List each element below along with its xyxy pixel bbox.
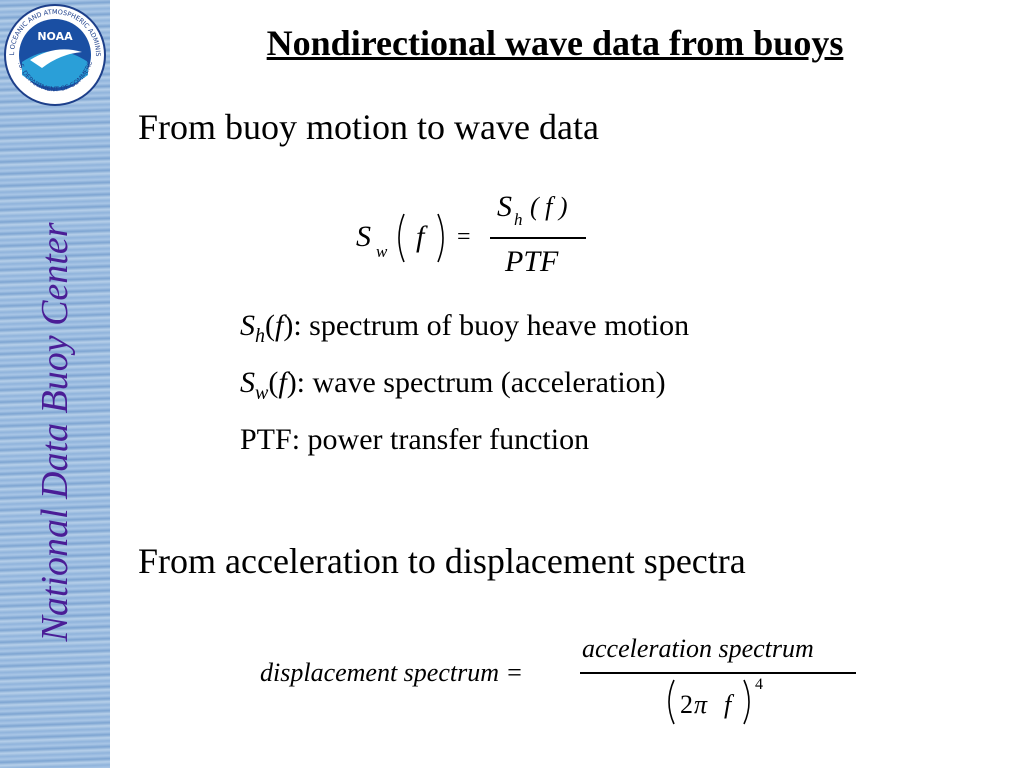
definition: Sw(f): wave spectrum (acceleration)	[240, 366, 666, 405]
def-arg: f	[278, 366, 287, 399]
def-sub: w	[255, 382, 269, 404]
def-symbol: S	[240, 309, 255, 342]
formula-sub: w	[376, 242, 388, 261]
sidebar: NATIONAL OCEANIC AND ATMOSPHERIC ADMINIS…	[0, 0, 110, 768]
section-heading: From acceleration to displacement spectr…	[138, 541, 746, 581]
formula-exponent: 4	[755, 676, 763, 693]
formula-numerator: acceleration spectrum	[582, 634, 814, 663]
formula-lhs: displacement spectrum =	[260, 658, 524, 687]
def-sub: h	[255, 325, 265, 347]
definition: PTF: power transfer function	[240, 423, 590, 456]
noaa-logo: NATIONAL OCEANIC AND ATMOSPHERIC ADMINIS…	[0, 0, 106, 106]
formula-sub: h	[514, 210, 523, 229]
definition: Sh(f): spectrum of buoy heave motion	[240, 309, 689, 348]
def-text: ): wave spectrum (acceleration)	[286, 366, 666, 399]
formula-pi: π	[694, 690, 708, 719]
formula-denominator: PTF	[505, 245, 559, 278]
def-symbol: S	[240, 366, 255, 399]
formula-equals: =	[457, 224, 471, 250]
fraction-bar	[490, 237, 586, 239]
vertical-title: National Data Buoy Center	[34, 222, 76, 642]
def-arg: f	[275, 309, 284, 342]
formula-symbol: S	[497, 190, 512, 223]
formula-arg: ( f )	[530, 192, 568, 221]
formula-parens	[668, 679, 750, 725]
formula-var: f	[724, 690, 732, 719]
logo-text: NOAA	[37, 30, 73, 43]
slide-title: Nondirectional wave data from buoys	[266, 23, 844, 63]
section-heading: From buoy motion to wave data	[138, 107, 599, 147]
def-open: (	[265, 309, 275, 342]
formula-parens	[398, 213, 444, 263]
def-text: ): spectrum of buoy heave motion	[283, 309, 690, 342]
formula-symbol: S	[356, 220, 371, 253]
formula-coef: 2	[680, 690, 693, 719]
def-open: (	[268, 366, 279, 399]
fraction-bar	[580, 672, 856, 674]
formula-arg: f	[416, 220, 425, 253]
